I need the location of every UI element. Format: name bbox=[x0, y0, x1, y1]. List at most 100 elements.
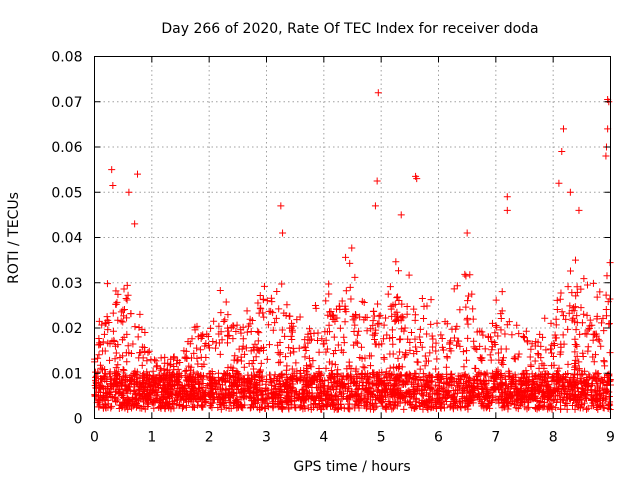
data-point bbox=[589, 279, 597, 287]
data-point bbox=[464, 320, 472, 328]
data-point bbox=[527, 345, 535, 353]
data-point bbox=[288, 377, 296, 385]
data-point bbox=[339, 348, 347, 356]
data-point bbox=[580, 310, 588, 318]
data-point bbox=[199, 403, 207, 411]
data-point bbox=[480, 380, 488, 388]
data-point bbox=[535, 351, 543, 359]
data-point bbox=[152, 357, 160, 365]
data-point bbox=[241, 386, 249, 394]
data-point bbox=[586, 316, 594, 324]
data-point bbox=[507, 399, 515, 407]
data-point bbox=[278, 326, 286, 334]
data-point bbox=[579, 349, 587, 357]
data-point bbox=[352, 338, 360, 346]
data-point bbox=[486, 333, 494, 341]
data-point bbox=[498, 288, 506, 296]
data-point bbox=[302, 347, 310, 355]
data-point bbox=[566, 267, 574, 275]
data-point bbox=[378, 340, 386, 348]
data-point bbox=[120, 366, 128, 374]
data-point bbox=[305, 354, 313, 362]
data-point bbox=[291, 388, 299, 396]
data-point bbox=[558, 308, 566, 316]
data-point bbox=[403, 302, 411, 310]
data-point bbox=[441, 318, 449, 326]
y-tick-label: 0.07 bbox=[51, 95, 82, 111]
data-point bbox=[463, 229, 471, 237]
data-point bbox=[152, 374, 160, 382]
data-point bbox=[606, 349, 614, 357]
data-point bbox=[372, 396, 380, 404]
data-point bbox=[106, 388, 114, 396]
data-point bbox=[547, 319, 555, 327]
data-point bbox=[398, 392, 406, 400]
data-point bbox=[196, 385, 204, 393]
data-point bbox=[124, 291, 132, 299]
data-point bbox=[301, 336, 309, 344]
data-point bbox=[268, 381, 276, 389]
data-point bbox=[489, 385, 497, 393]
data-point bbox=[181, 354, 189, 362]
x-tick-label: 8 bbox=[549, 430, 558, 446]
data-point bbox=[594, 405, 602, 413]
data-point bbox=[318, 335, 326, 343]
data-point bbox=[522, 367, 530, 375]
data-point bbox=[114, 316, 122, 324]
data-point bbox=[459, 389, 467, 397]
data-point bbox=[537, 398, 545, 406]
data-point bbox=[351, 404, 359, 412]
data-point bbox=[427, 397, 435, 405]
data-point bbox=[95, 317, 103, 325]
data-point bbox=[328, 392, 336, 400]
data-point bbox=[599, 378, 607, 386]
data-point bbox=[282, 353, 290, 361]
data-point bbox=[562, 374, 570, 382]
data-point bbox=[522, 370, 530, 378]
data-point bbox=[555, 179, 563, 187]
data-point bbox=[254, 337, 262, 345]
data-point bbox=[474, 384, 482, 392]
data-point bbox=[285, 405, 293, 413]
data-point bbox=[438, 343, 446, 351]
data-point bbox=[538, 376, 546, 384]
data-point bbox=[117, 308, 125, 316]
data-point bbox=[281, 332, 289, 340]
data-point bbox=[470, 343, 478, 351]
data-point bbox=[312, 304, 320, 312]
data-point bbox=[483, 403, 491, 411]
data-point bbox=[527, 361, 535, 369]
data-point bbox=[224, 327, 232, 335]
data-point bbox=[360, 299, 368, 306]
data-point bbox=[564, 283, 572, 291]
data-point bbox=[319, 340, 327, 348]
data-point bbox=[549, 353, 557, 361]
data-point bbox=[293, 316, 301, 324]
data-point bbox=[498, 307, 506, 315]
data-point bbox=[562, 315, 570, 323]
data-point bbox=[503, 193, 511, 201]
data-point bbox=[505, 367, 513, 375]
data-point bbox=[589, 336, 597, 344]
data-point bbox=[400, 327, 408, 335]
data-point bbox=[271, 371, 279, 379]
data-point bbox=[494, 349, 502, 357]
data-point bbox=[274, 403, 282, 411]
data-point bbox=[503, 206, 511, 214]
data-point bbox=[322, 297, 330, 305]
data-point bbox=[199, 372, 207, 380]
data-point bbox=[512, 392, 520, 400]
data-point bbox=[344, 395, 352, 403]
data-point bbox=[450, 285, 458, 293]
data-point bbox=[298, 390, 306, 398]
data-point bbox=[573, 352, 581, 360]
data-point bbox=[603, 381, 611, 389]
data-point bbox=[275, 359, 283, 367]
chart-title: Day 266 of 2020, Rate Of TEC Index for r… bbox=[161, 21, 538, 37]
data-point bbox=[293, 376, 301, 384]
data-point bbox=[239, 375, 247, 383]
data-point bbox=[395, 382, 403, 390]
data-point bbox=[216, 350, 224, 358]
data-point bbox=[192, 377, 200, 385]
data-point bbox=[464, 297, 472, 305]
